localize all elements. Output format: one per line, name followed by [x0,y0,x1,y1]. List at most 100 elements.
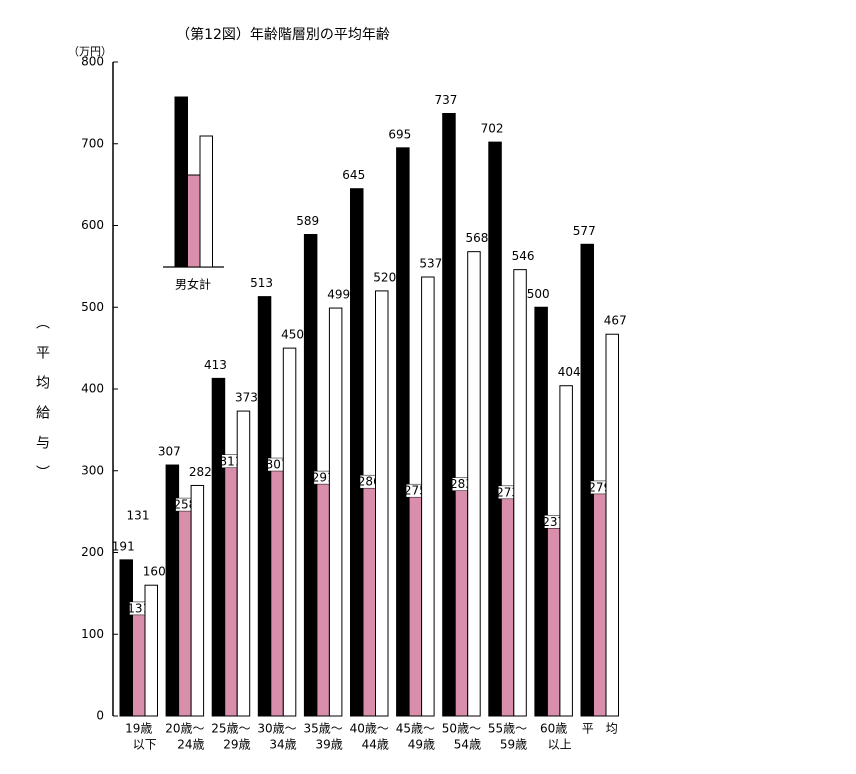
y-tick-label: 700 [81,136,104,150]
data-label: 645 [342,168,365,182]
x-tick-label: 平 均 [582,722,618,736]
data-label: 589 [296,214,319,228]
data-label: 307 [266,458,289,472]
x-tick-label: 55歳～ [488,722,527,736]
x-tick-label: 25歳～ [211,722,250,736]
legend-swatch [174,96,188,268]
x-tick-label: 44歳 [362,738,389,752]
bar [270,464,284,717]
x-tick-label: 29歳 [223,738,250,752]
bar [534,306,548,717]
bar [316,477,330,717]
x-tick-label: 30歳～ [257,722,296,736]
bar [190,484,205,717]
x-tick-label: 39歳 [316,738,343,752]
data-label: 513 [250,276,273,290]
bar [454,484,469,717]
x-tick-label: 60歳 [540,722,567,736]
data-label: 577 [573,224,596,238]
bar [350,188,364,717]
bar [500,492,515,717]
legend-swatch [199,135,213,268]
data-label: 273 [496,485,519,499]
x-tick-label: 24歳 [177,738,204,752]
bar [605,333,619,717]
bar [513,269,527,717]
x-tick-label: 40歳～ [350,722,389,736]
data-label: 279 [588,480,611,494]
x-tick-label: 19歳 [125,722,152,736]
bar [211,377,226,717]
data-label: 286 [358,475,381,489]
data-label: 191 [112,539,135,553]
data-label: 520 [373,270,396,284]
bar [408,490,423,717]
legend-swatch [187,174,201,268]
y-tick-label: 600 [81,218,104,232]
data-label: 537 [419,257,442,271]
y-tick-label: 100 [81,627,104,641]
data-label: 160 [143,565,166,579]
bar [442,113,456,717]
y-unit: （万円） [68,45,112,58]
data-label: 311 [219,454,242,468]
data-label: 404 [558,365,581,379]
data-label: 258 [173,498,196,512]
data-label: 237 [542,515,565,529]
y-tick-label: 200 [81,545,104,559]
bar [328,307,343,717]
x-tick-label: 50歳～ [442,722,481,736]
y-axis-label: （平均給与） [34,315,50,495]
data-label: 450 [281,328,304,342]
bar [396,147,410,717]
annotation: 131 [127,509,150,523]
y-tick-label: 500 [81,300,104,314]
x-tick-label: 以上 [548,738,572,752]
bar [488,141,502,717]
x-tick-label: 54歳 [454,738,481,752]
y-tick-label: 800 [81,55,104,69]
data-label: 467 [604,314,627,328]
x-tick-label: 59歳 [500,738,527,752]
data-label: 275 [404,484,427,498]
data-label: 568 [465,231,488,245]
x-tick-label: 以下 [133,738,157,752]
data-label: 291 [312,471,335,485]
data-label: 131 [127,601,150,615]
data-label: 307 [158,445,181,459]
bar [144,584,158,717]
x-tick-label: 49歳 [408,738,435,752]
bar [236,410,251,717]
legend-label: 男女計 [175,277,211,292]
data-label: 500 [527,287,550,301]
data-label: 499 [327,288,350,302]
bar [580,243,594,717]
bar [546,521,561,717]
bar [282,347,297,717]
chart-title: （第12図）年齢階層別の平均年齢 [176,26,390,43]
x-tick-label: 20歳～ [165,722,204,736]
data-label: 695 [388,127,411,141]
bar [362,481,376,717]
bar [132,608,146,717]
bar [467,251,481,717]
bar [257,296,272,717]
x-tick-label: 34歳 [269,738,296,752]
x-tick-label: 45歳～ [396,722,435,736]
bar [178,504,192,717]
y-tick-label: 400 [81,382,104,396]
y-tick-label: 300 [81,463,104,477]
x-tick-label: 35歳～ [304,722,343,736]
data-label: 282 [189,465,212,479]
bar [421,276,435,717]
y-tick-label: 0 [96,709,104,723]
bar [593,487,607,717]
bar [224,461,238,717]
data-label: 283 [450,477,473,491]
data-label: 737 [434,93,457,107]
data-label: 702 [481,122,504,136]
data-label: 546 [512,249,535,263]
bar [119,559,133,717]
bar [375,290,389,717]
data-label: 413 [204,358,227,372]
